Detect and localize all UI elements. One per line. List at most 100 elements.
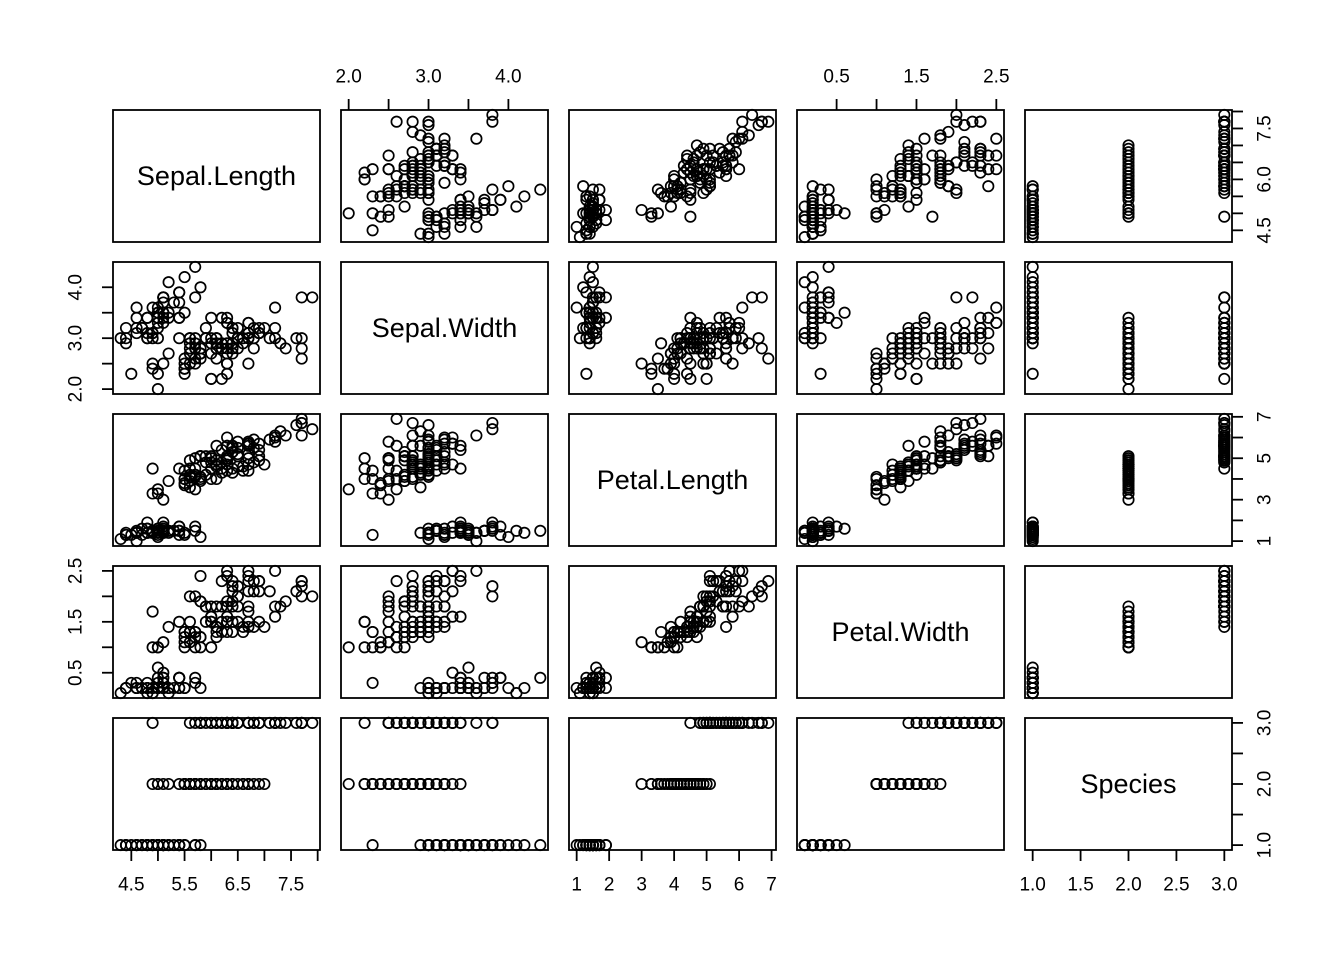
data-point — [752, 332, 765, 345]
data-point — [141, 676, 154, 689]
panel-y-sepal_length-x-petal_length — [568, 108, 777, 244]
data-point — [577, 180, 590, 193]
data-point — [151, 777, 164, 791]
data-point — [1218, 176, 1231, 189]
data-point — [279, 342, 292, 355]
data-point — [974, 115, 987, 128]
data-point — [422, 468, 435, 481]
data-point — [438, 600, 451, 613]
data-point — [1218, 149, 1231, 162]
data-point — [974, 142, 987, 155]
data-point — [736, 575, 749, 588]
data-point — [253, 321, 266, 335]
data-point — [130, 311, 143, 324]
tick-label: 0.5 — [823, 67, 849, 88]
data-point — [215, 575, 228, 588]
data-point — [130, 526, 143, 539]
data-point — [822, 260, 835, 273]
data-point — [720, 620, 733, 633]
data-point — [454, 439, 467, 452]
data-point — [1026, 276, 1039, 289]
data-point — [716, 327, 729, 340]
data-point — [205, 372, 218, 385]
tick-label: 5.5 — [171, 875, 197, 896]
panel-y-petal_length-x-petal_length — [568, 413, 777, 547]
panel-y-petal_length-x-species — [1024, 412, 1233, 548]
data-point — [178, 271, 191, 284]
data-point — [1122, 183, 1135, 196]
data-point — [422, 115, 435, 128]
data-point — [366, 224, 379, 237]
data-point — [242, 620, 255, 633]
data-point — [736, 301, 749, 314]
data-point — [454, 716, 467, 729]
data-point — [707, 156, 720, 169]
data-point — [486, 716, 499, 729]
data-point — [1122, 631, 1135, 644]
data-point — [814, 839, 827, 852]
data-point — [470, 210, 483, 223]
data-point — [422, 176, 435, 189]
data-point — [655, 337, 668, 350]
data-point — [189, 777, 202, 791]
data-point — [462, 207, 475, 220]
data-point — [723, 564, 736, 577]
data-point — [1026, 190, 1039, 203]
data-point — [1026, 271, 1039, 284]
data-point — [681, 190, 694, 203]
data-point — [279, 595, 292, 608]
axis-right-petal-length: 1 3 5 7 — [1232, 412, 1276, 546]
data-point — [358, 716, 371, 729]
data-point — [194, 716, 207, 729]
data-point — [645, 362, 658, 375]
data-point — [720, 600, 733, 613]
data-point — [414, 481, 427, 494]
data-point — [1218, 456, 1231, 469]
panel-border — [1024, 413, 1233, 547]
data-point — [974, 166, 987, 179]
data-point — [422, 173, 435, 186]
data-point — [414, 777, 427, 791]
data-point — [422, 231, 435, 244]
data-point — [189, 631, 202, 644]
data-point — [430, 600, 443, 613]
data-point — [486, 681, 499, 695]
data-point — [583, 316, 596, 329]
data-point — [454, 220, 467, 233]
data-point — [199, 332, 212, 345]
data-point — [1026, 367, 1039, 380]
data-point — [446, 681, 459, 695]
data-point — [374, 190, 387, 203]
data-point — [366, 487, 379, 500]
data-point — [671, 342, 684, 355]
data-point — [390, 716, 403, 729]
data-point — [934, 450, 947, 463]
data-point — [894, 367, 907, 380]
data-point — [478, 839, 491, 852]
data-point — [242, 316, 255, 329]
data-point — [199, 716, 212, 729]
data-point — [454, 166, 467, 179]
data-point — [221, 357, 234, 370]
data-point — [502, 839, 515, 852]
data-point — [974, 412, 987, 425]
axis-top-sepal-width: 2.0 3.0 4.0 — [335, 67, 522, 110]
data-point — [950, 357, 963, 370]
data-point — [151, 383, 164, 396]
tick-label: 7 — [766, 875, 777, 896]
panel-border — [112, 109, 321, 243]
data-point — [194, 569, 207, 583]
panel-border — [796, 109, 1005, 243]
data-point — [422, 681, 435, 695]
data-point — [167, 839, 180, 852]
data-point — [414, 839, 427, 852]
panel-y-petal_length-x-petal_width — [796, 412, 1005, 548]
data-point — [668, 372, 681, 385]
data-point — [221, 595, 234, 608]
data-point — [1218, 615, 1231, 628]
data-point — [366, 190, 379, 203]
data-point — [580, 190, 593, 203]
data-point — [157, 777, 170, 791]
tick-label: 2.5 — [1163, 875, 1189, 896]
data-point — [902, 777, 915, 791]
